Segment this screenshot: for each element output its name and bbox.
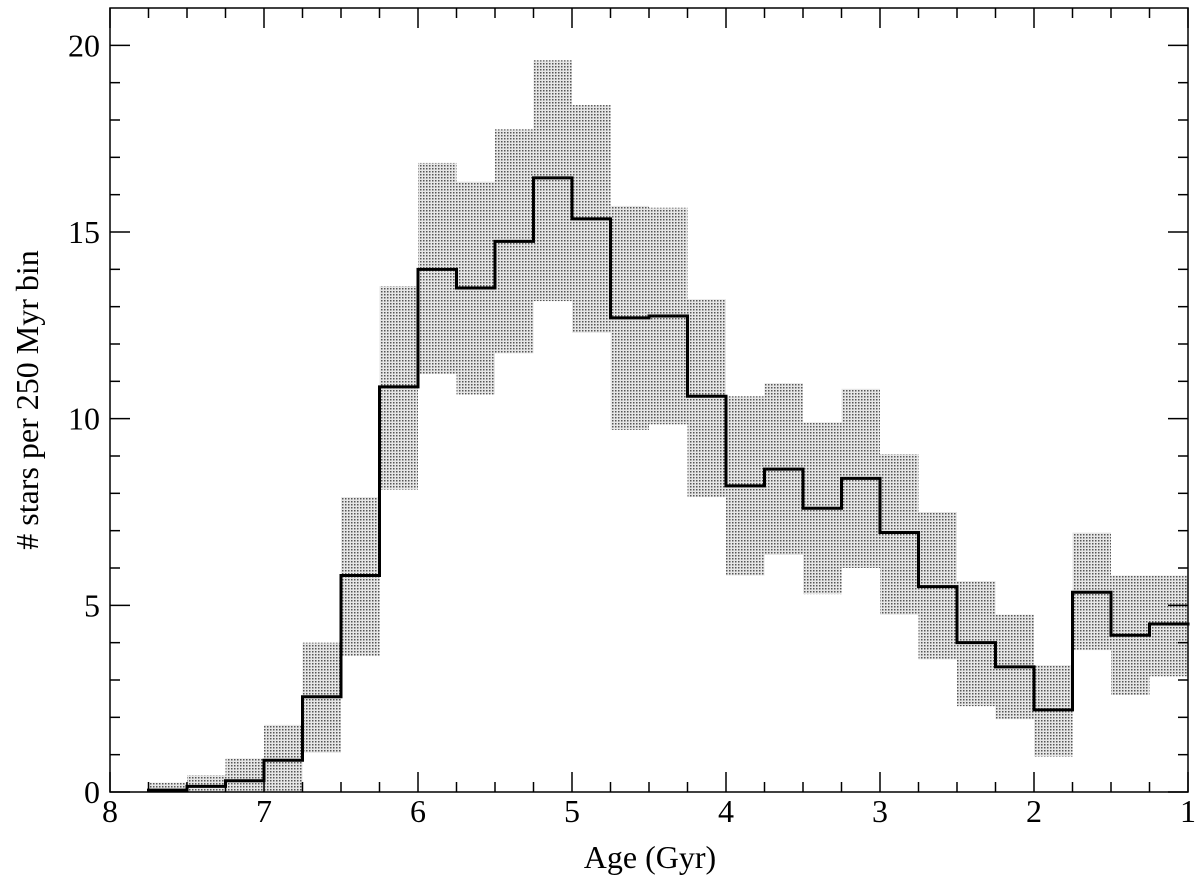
x-tick-label: 4	[718, 793, 734, 829]
y-tick-label: 20	[68, 27, 100, 63]
error-band	[148, 782, 187, 792]
y-tick-label: 5	[84, 587, 100, 623]
error-band	[533, 60, 572, 302]
error-band	[225, 758, 264, 792]
y-tick-label: 15	[68, 214, 100, 250]
x-tick-label: 5	[564, 793, 580, 829]
x-tick-label: 3	[872, 793, 888, 829]
y-tick-label: 10	[68, 401, 100, 437]
x-axis-label: Age (Gyr)	[584, 839, 716, 875]
error-band	[1149, 575, 1188, 677]
error-band	[264, 724, 303, 792]
error-band	[880, 454, 919, 615]
y-axis-label: # stars per 250 Myr bin	[9, 250, 45, 550]
error-band	[187, 775, 226, 792]
x-tick-label: 6	[410, 793, 426, 829]
x-tick-label: 1	[1180, 793, 1196, 829]
x-tick-label: 2	[1026, 793, 1042, 829]
x-tick-label: 7	[256, 793, 272, 829]
y-tick-label: 0	[84, 774, 100, 810]
x-tick-label: 8	[102, 793, 118, 829]
error-band	[687, 299, 726, 498]
